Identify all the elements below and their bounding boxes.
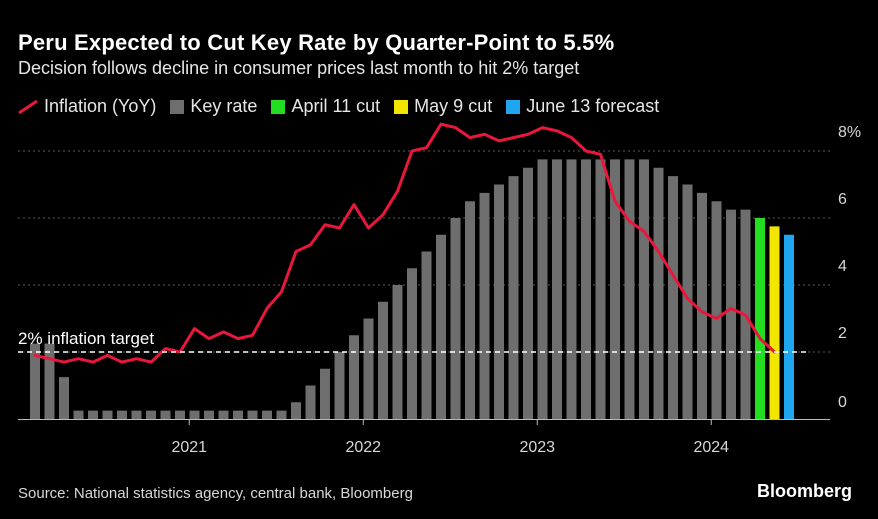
legend-item-inflation: Inflation (YoY) <box>18 96 156 117</box>
swatch-icon <box>506 99 521 114</box>
key-rate-bar <box>697 192 707 419</box>
key-rate-bar <box>334 352 345 419</box>
reference-line-layer: 2% inflation target <box>18 329 808 353</box>
legend-label: April 11 cut <box>291 96 381 116</box>
key-rate-bar <box>175 410 185 419</box>
y-tick-label: 0 <box>838 394 847 411</box>
key-rate-bar <box>465 201 475 419</box>
key-rate-bar <box>726 209 736 419</box>
key-rate-bar <box>552 159 562 419</box>
key-rate-bar <box>610 159 620 419</box>
key-rate-bar <box>537 159 548 419</box>
key-rate-bar <box>363 318 374 419</box>
key-rate-bar <box>523 167 533 419</box>
key-rate-bar <box>653 167 664 419</box>
key-rate-bar <box>262 410 272 419</box>
key-rate-bar <box>755 218 765 419</box>
y-tick-label: 2 <box>838 325 847 342</box>
legend-label: Inflation (YoY) <box>44 96 157 116</box>
key-rate-bar <box>508 176 519 419</box>
key-rate-bar <box>349 335 359 419</box>
key-rate-bar <box>291 402 301 419</box>
line-swatch-icon <box>18 99 38 114</box>
key-rate-bar <box>146 410 156 419</box>
key-rate-bars <box>30 159 794 419</box>
legend-label: June 13 forecast <box>526 96 660 116</box>
key-rate-bar <box>189 410 200 419</box>
key-rate-bar <box>44 343 55 419</box>
key-rate-bar <box>247 410 258 419</box>
key-rate-bar <box>711 201 722 419</box>
legend-item-april-cut: April 11 cut <box>271 96 380 117</box>
y-tick-label: 6 <box>838 191 847 208</box>
key-rate-bar <box>117 410 127 419</box>
key-rate-bar <box>479 192 490 419</box>
key-rate-bar <box>421 251 432 419</box>
bloomberg-logo: Bloomberg <box>756 481 852 501</box>
inflation-line-layer <box>33 122 776 364</box>
key-rate-bar <box>769 226 780 419</box>
swatch-icon <box>170 99 185 114</box>
legend: Inflation (YoY) Key rate April 11 cut Ma… <box>18 96 673 117</box>
key-rate-bar <box>450 218 461 419</box>
key-rate-bar <box>784 234 794 419</box>
legend-item-key-rate: Key rate <box>170 96 257 117</box>
key-rate-bar <box>160 410 171 419</box>
chart-title: Peru Expected to Cut Key Rate by Quarter… <box>18 30 615 55</box>
key-rate-bar <box>305 385 316 419</box>
key-rate-bar <box>204 410 214 419</box>
y-tick-label: 8% <box>838 124 861 141</box>
axes: 0 2 4 6 8% 2021 2022 2023 2024 <box>18 124 861 456</box>
legend-label: May 9 cut <box>414 96 493 116</box>
key-rate-bar <box>566 159 577 419</box>
key-rate-bar <box>88 410 98 419</box>
key-rate-bar <box>595 159 606 419</box>
y-tick-label: 4 <box>838 258 847 275</box>
key-rate-bar <box>378 301 388 419</box>
key-rate-bar <box>102 410 113 419</box>
key-rate-bar <box>682 184 693 419</box>
inflation-line <box>33 122 776 364</box>
swatch-icon <box>271 99 286 114</box>
key-rate-bar <box>276 410 287 419</box>
key-rate-bar <box>494 184 504 419</box>
x-tick-label: 2024 <box>693 439 729 456</box>
source-note: Source: National statistics agency, cent… <box>18 485 413 502</box>
key-rate-bar <box>581 159 591 419</box>
key-rate-bar <box>73 410 84 419</box>
key-rate-bar <box>30 343 40 419</box>
key-rate-bar <box>436 234 446 419</box>
swatch-icon <box>394 99 409 114</box>
legend-item-june-forecast: June 13 forecast <box>506 96 659 117</box>
x-tick-label: 2021 <box>171 439 207 456</box>
key-rate-bar <box>131 410 142 419</box>
key-rate-bar <box>218 410 229 419</box>
x-tick-label: 2023 <box>519 439 555 456</box>
key-rate-bar <box>639 159 649 419</box>
legend-item-may-cut: May 9 cut <box>394 96 492 117</box>
inflation-target-label: 2% inflation target <box>18 329 154 348</box>
chart-subtitle: Decision follows decline in consumer pri… <box>18 58 580 78</box>
key-rate-bar <box>233 410 243 419</box>
x-tick-label: 2022 <box>345 439 381 456</box>
legend-label: Key rate <box>190 96 258 116</box>
key-rate-bar <box>407 268 417 419</box>
key-rate-bar <box>59 377 69 419</box>
key-rate-bar <box>668 176 678 419</box>
key-rate-bar <box>624 159 635 419</box>
key-rate-bar <box>320 368 330 419</box>
